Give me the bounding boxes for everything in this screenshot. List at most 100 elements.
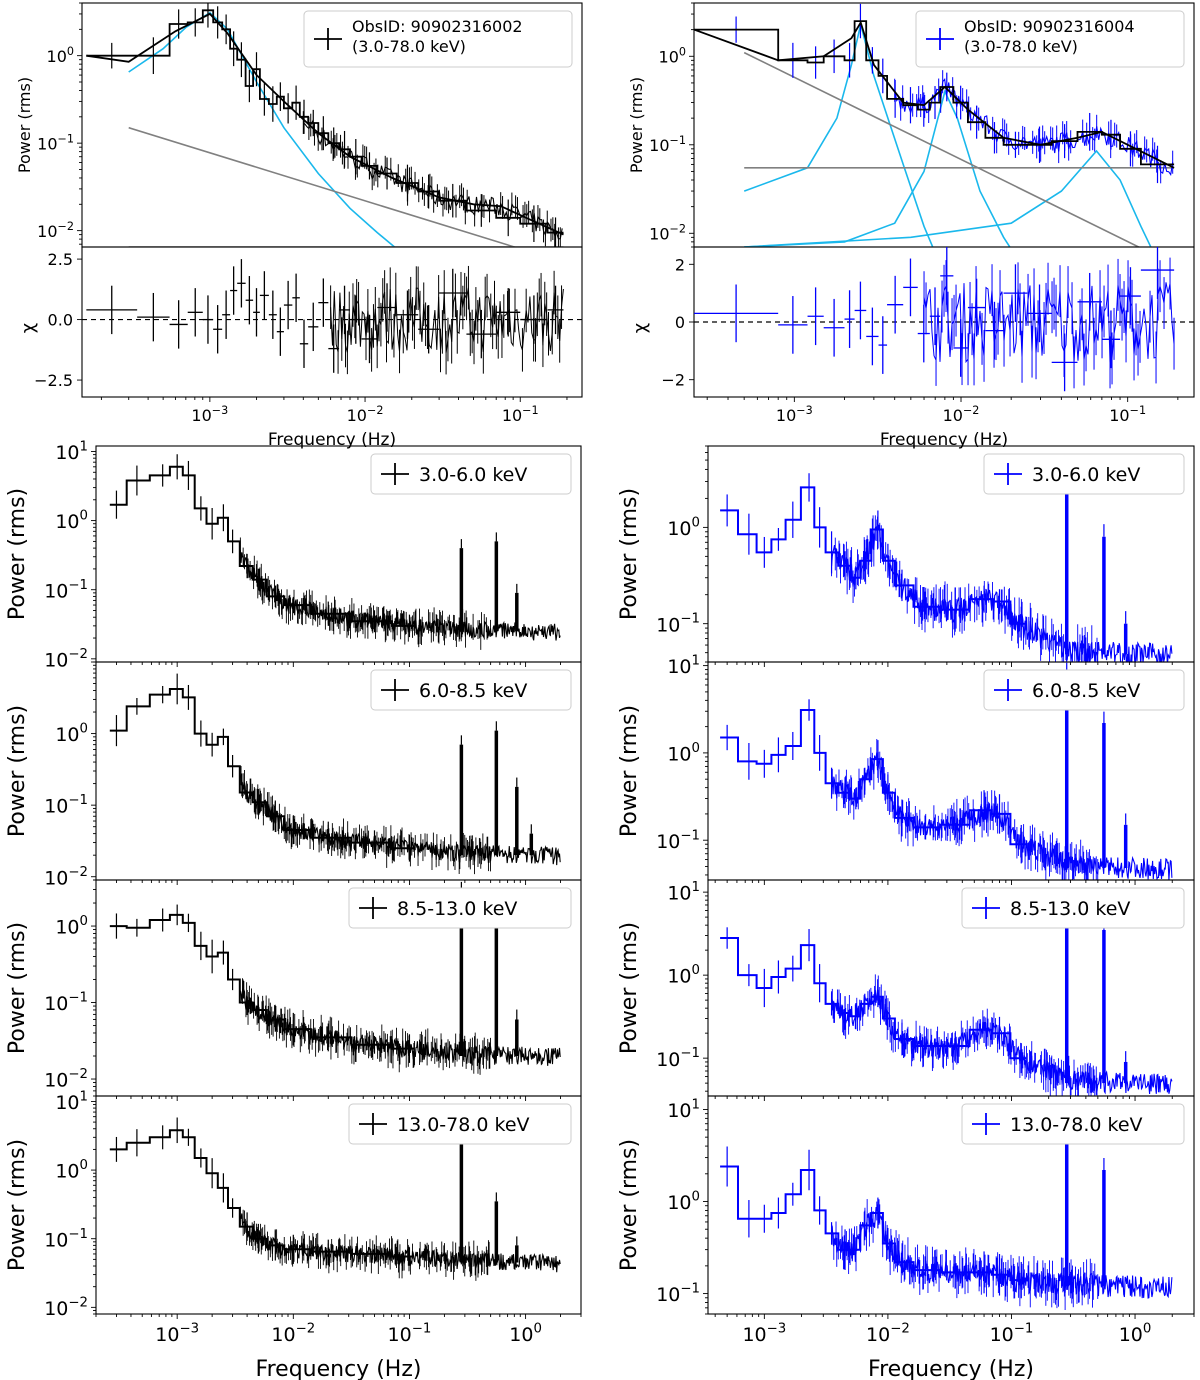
- y-tick-label: 10−2: [44, 1295, 88, 1320]
- legend-box: [961, 887, 1185, 929]
- legend-box: [303, 10, 573, 68]
- model-component-line: [128, 126, 518, 247]
- legend-label: 6.0-8.5 keV: [1032, 680, 1140, 702]
- model-component-lorentzian: [744, 149, 1152, 247]
- data-series: [239, 987, 561, 1066]
- x-axis-label: Frequency (Hz): [268, 430, 396, 450]
- legend-box: [983, 669, 1185, 711]
- y-tick-label: 100: [55, 509, 88, 534]
- y-tick-label: 100: [55, 722, 88, 747]
- x-tick-label: 10−1: [388, 1321, 432, 1346]
- data-series: [239, 549, 561, 641]
- x-tick-label: 10−3: [776, 404, 813, 425]
- legend-label: (3.0-78.0 keV): [964, 37, 1078, 56]
- data-series: [831, 1204, 1173, 1299]
- y-tick-label: 10−2: [44, 865, 88, 890]
- y-tick-label: 100: [667, 741, 700, 766]
- y-tick-label: 100: [47, 45, 74, 66]
- x-tick-label: 10−2: [866, 1321, 910, 1346]
- y-axis-label: Power (rms): [5, 922, 30, 1054]
- y-axis-label: Power (rms): [5, 488, 30, 620]
- legend-label: 3.0-6.0 keV: [419, 464, 527, 486]
- y-tick-label: 10−1: [44, 1227, 88, 1252]
- y-tick-label: 10−2: [649, 222, 686, 243]
- y-tick-label: 10−1: [37, 132, 74, 153]
- y-tick-label: 100: [667, 515, 700, 540]
- y-tick-label: 10−1: [656, 828, 700, 853]
- y-axis-label: Power (rms): [617, 705, 642, 837]
- legend-label: 3.0-6.0 keV: [1032, 464, 1140, 486]
- x-tick-label: 10−2: [347, 404, 384, 425]
- model-total-step: [86, 9, 564, 234]
- data-series: [831, 524, 1173, 662]
- x-tick-label: 100: [1119, 1321, 1152, 1346]
- y-tick-label: 10−1: [656, 612, 700, 637]
- x-tick-label: 100: [509, 1321, 542, 1346]
- residual-tick-label: 0: [675, 313, 685, 332]
- y-tick-label: 101: [667, 880, 700, 905]
- residual-tick-label: −2: [661, 371, 685, 390]
- x-tick-label: 10−1: [1109, 404, 1146, 425]
- model-total: [694, 20, 1175, 169]
- residual-tick-label: 0.0: [48, 311, 73, 330]
- legend-label: 13.0-78.0 keV: [397, 1114, 530, 1136]
- x-axis-label: Frequency (Hz): [868, 1357, 1034, 1380]
- residual-tick-label: 2.5: [48, 250, 73, 269]
- y-tick-label: 10−1: [44, 578, 88, 603]
- residual-tick-label: 2: [675, 255, 685, 274]
- model-total: [86, 12, 564, 236]
- legend-box: [915, 10, 1185, 68]
- y-tick-label: 101: [55, 1089, 88, 1114]
- residual-panel-frame: [81, 246, 583, 398]
- data-series: [831, 752, 1173, 880]
- legend-label: 13.0-78.0 keV: [1010, 1114, 1143, 1136]
- y-tick-label: 10−2: [44, 647, 88, 672]
- residual-axis-label: χ: [18, 323, 39, 333]
- y-tick-label: 100: [55, 1158, 88, 1183]
- x-axis-label: Frequency (Hz): [880, 430, 1008, 450]
- legend-label: (3.0-78.0 keV): [352, 37, 466, 56]
- x-tick-label: 10−3: [155, 1321, 199, 1346]
- y-axis-label: Power (rms): [617, 1139, 642, 1271]
- residual-axis-label: χ: [630, 323, 651, 333]
- x-tick-label: 10−2: [271, 1321, 315, 1346]
- y-tick-label: 100: [667, 1190, 700, 1215]
- model-component-line: [743, 51, 1141, 247]
- x-axis-label: Frequency (Hz): [256, 1357, 422, 1380]
- y-tick-label: 100: [55, 914, 88, 939]
- y-tick-label: 101: [55, 440, 88, 465]
- y-axis-label: Power (rms): [15, 77, 34, 173]
- x-tick-label: 10−2: [943, 404, 980, 425]
- legend-box: [348, 1103, 572, 1145]
- y-tick-label: 10−1: [44, 991, 88, 1016]
- residual-series: [923, 282, 1175, 364]
- data-series: [239, 1213, 561, 1273]
- y-axis-label: Power (rms): [617, 488, 642, 620]
- y-tick-label: 10−1: [44, 793, 88, 818]
- y-tick-label: 10−1: [656, 1282, 700, 1307]
- y-axis-label: Power (rms): [617, 922, 642, 1054]
- data-series: [239, 775, 561, 866]
- data-series: [831, 989, 1173, 1095]
- legend-box: [983, 453, 1185, 495]
- y-axis-label: Power (rms): [627, 77, 646, 173]
- band-panel-frame: [707, 1095, 1195, 1315]
- x-tick-label: 10−1: [502, 404, 539, 425]
- legend-label: 8.5-13.0 keV: [397, 898, 517, 920]
- y-tick-label: 10−2: [37, 220, 74, 241]
- residual-series: [330, 287, 564, 353]
- x-tick-label: 10−3: [191, 404, 228, 425]
- legend-label: 6.0-8.5 keV: [419, 680, 527, 702]
- model-component-lorentzian: [744, 89, 1011, 247]
- y-axis-label: Power (rms): [5, 1139, 30, 1271]
- legend-label: ObsID: 90902316002: [352, 17, 523, 36]
- x-tick-label: 10−3: [742, 1321, 786, 1346]
- legend-box: [370, 453, 572, 495]
- band-panel-frame: [95, 1095, 582, 1315]
- y-tick-label: 100: [667, 963, 700, 988]
- y-tick-label: 10−1: [649, 134, 686, 155]
- y-tick-label: 10−1: [656, 1046, 700, 1071]
- legend-box: [961, 1103, 1185, 1145]
- y-tick-label: 101: [667, 654, 700, 679]
